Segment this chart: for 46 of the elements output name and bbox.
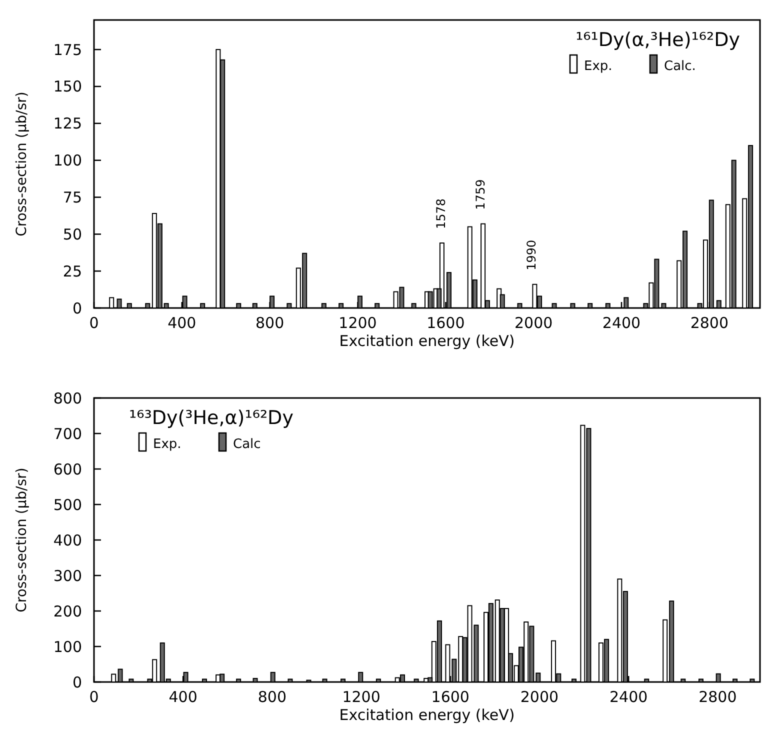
- annotation: 1759: [474, 179, 488, 210]
- y-tick-label: 600: [53, 460, 82, 478]
- y-tick-label: 75: [62, 188, 82, 206]
- annotation: 1578: [434, 198, 448, 230]
- y-tick-label: 200: [53, 602, 82, 620]
- x-axis-title: Excitation energy (keV): [339, 706, 515, 724]
- x-tick-label: 1200: [342, 688, 380, 706]
- x-tick-label: 2800: [698, 688, 737, 706]
- x-tick-label: 800: [256, 314, 284, 332]
- legend-label: Calc: [233, 437, 261, 452]
- y-axis-title: Cross-section (μb/sr): [14, 468, 30, 612]
- x-tick-label: 2000: [514, 314, 553, 332]
- y-tick-label: 175: [53, 40, 82, 59]
- text: ¹⁶¹Dy(α,³He)¹⁶²Dy: [576, 29, 740, 51]
- y-tick-label: 400: [53, 531, 82, 550]
- x-tick-label: 1600: [431, 688, 470, 706]
- x-axis-title: Excitation energy (keV): [339, 332, 515, 350]
- x-tick-label: 2000: [520, 688, 559, 706]
- x-tick-label: 2800: [690, 314, 729, 332]
- y-tick-label: 800: [53, 389, 82, 408]
- x-tick-label: 1600: [426, 314, 465, 332]
- y-tick-label: 50: [62, 225, 82, 244]
- y-tick-label: 0: [72, 673, 82, 692]
- y-tick-label: 125: [53, 114, 82, 133]
- x-tick-label: 800: [258, 688, 287, 706]
- y-tick-label: 25: [62, 262, 82, 280]
- x-tick-label: 2400: [609, 688, 648, 706]
- x-tick-label: 2400: [602, 314, 641, 332]
- text: ¹⁶³Dy(³He,α)¹⁶²Dy: [129, 407, 294, 429]
- legend-label: Calc.: [664, 59, 696, 74]
- y-tick-label: 500: [53, 496, 82, 514]
- y-axis-title: Cross-section (μb/sr): [14, 92, 30, 236]
- y-tick-label: 300: [53, 566, 82, 585]
- x-tick-label: 0: [89, 688, 99, 706]
- x-tick-label: 400: [168, 688, 198, 706]
- x-tick-label: 400: [168, 314, 196, 332]
- x-tick-label: 0: [89, 314, 99, 332]
- legend-label: Exp.: [153, 437, 182, 452]
- y-tick-label: 100: [53, 638, 82, 656]
- y-tick-label: 700: [53, 424, 82, 443]
- y-tick-label: 100: [53, 152, 82, 170]
- annotation: 1990: [524, 240, 538, 270]
- y-tick-label: 0: [72, 299, 82, 318]
- legend-label: Exp.: [584, 59, 612, 74]
- y-tick-label: 150: [53, 78, 82, 96]
- x-tick-label: 1200: [338, 314, 377, 332]
